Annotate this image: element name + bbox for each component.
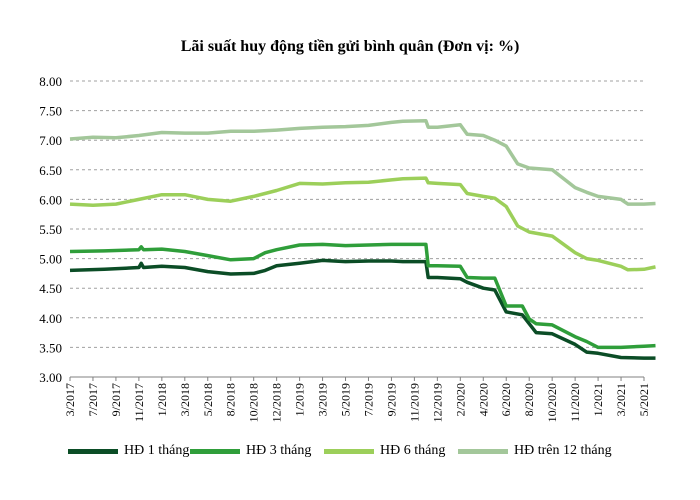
x-tick-label: 2/2020 (453, 383, 467, 416)
y-tick-label: 7.50 (39, 104, 62, 119)
legend-item-hd-6-thang: HĐ 6 tháng (324, 443, 445, 459)
legend-item-hd-tren-12-thang: HĐ trên 12 tháng (458, 443, 612, 459)
legend-swatch (324, 448, 374, 454)
y-tick-label: 3.00 (39, 370, 62, 385)
legend-item-hd-3-thang: HĐ 3 tháng (190, 443, 311, 459)
y-tick-label: 6.50 (39, 163, 62, 178)
x-tick-label: 8/2020 (522, 383, 536, 416)
x-tick-label: 5/2019 (339, 383, 353, 416)
series-lines (69, 118, 656, 360)
legend-swatch (68, 448, 118, 454)
x-tick-label: 7/2017 (86, 383, 100, 416)
x-tick-label: 12/2018 (270, 383, 284, 422)
legend-item-hd-1-thang: HĐ 1 tháng (68, 443, 189, 459)
y-tick-label: 4.00 (39, 311, 62, 326)
y-tick-label: 8.00 (39, 74, 62, 89)
x-tick-label: 10/2020 (545, 383, 559, 422)
axes (69, 376, 645, 381)
legend: HĐ 1 tháng HĐ 3 tháng HĐ 6 tháng HĐ trên… (0, 443, 700, 463)
x-tick-label: 9/2017 (109, 383, 123, 416)
y-tick-label: 6.00 (39, 192, 62, 207)
x-tick-label: 9/2019 (384, 383, 398, 416)
x-tick-label: 11/2017 (132, 383, 146, 422)
x-tick-label: 6/2020 (499, 383, 513, 416)
legend-label: HĐ trên 12 tháng (514, 443, 612, 458)
x-tick-label: 5/2018 (201, 383, 215, 416)
y-tick-label: 7.00 (39, 133, 62, 148)
y-tick-label: 5.50 (39, 222, 62, 237)
x-tick-label: 11/2020 (568, 383, 582, 422)
legend-swatch (458, 448, 508, 454)
x-tick-label: 10/2018 (247, 383, 261, 422)
x-tick-label: 3/2021 (614, 383, 628, 416)
series-line-2 (69, 242, 656, 350)
legend-label: HĐ 1 tháng (124, 443, 190, 458)
x-tick-label: 1/2018 (155, 383, 169, 416)
x-tick-label: 4/2020 (476, 383, 490, 416)
x-tick-label: 8/2018 (224, 383, 238, 416)
legend-label: HĐ 3 tháng (246, 443, 312, 458)
y-tick-label: 3.50 (39, 340, 62, 355)
x-tick-label: 11/2019 (407, 383, 421, 422)
legend-swatch (190, 448, 240, 454)
legend-label: HĐ 6 tháng (380, 443, 446, 458)
x-tick-label: 3/2018 (178, 383, 192, 416)
x-tick-label: 12/2019 (430, 383, 444, 422)
series-line-3 (69, 176, 656, 272)
x-tick-label: 3/2017 (63, 383, 77, 416)
tick-labels: 3.00 3.50 4.00 4.50 5.00 5.50 6.00 6.50 7.00 7.50… (39, 74, 651, 422)
series-line-1 (69, 258, 656, 360)
y-tick-label: 4.50 (39, 281, 62, 296)
x-tick-label: 7/2019 (361, 383, 375, 416)
chart-title: Lãi suất huy động tiền gửi bình quân (Đơ… (180, 38, 520, 55)
gridlines (70, 80, 644, 348)
x-tick-label: 5/2021 (637, 383, 651, 416)
x-tick-label: 1/2021 (591, 383, 605, 416)
series-line-4 (69, 118, 656, 206)
x-tick-label: 1/2019 (293, 383, 307, 416)
y-tick-label: 5.00 (39, 252, 62, 267)
x-tick-label: 3/2019 (316, 383, 330, 416)
